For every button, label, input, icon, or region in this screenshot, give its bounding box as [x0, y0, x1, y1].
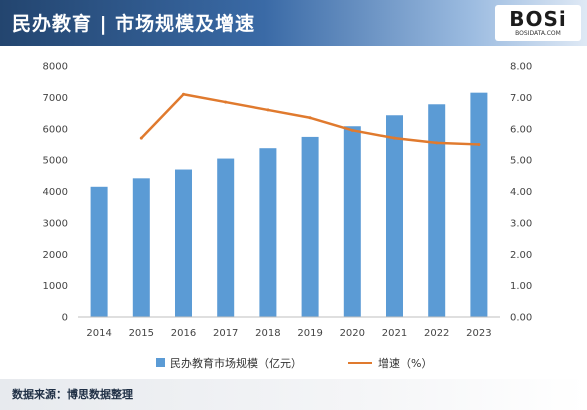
bar: [217, 158, 235, 317]
left-axis-tick-label: 5000: [43, 156, 68, 167]
x-axis-ticks: 2014 2015 2016 2017 2018 2019 2020 2021 2022 2023: [86, 328, 491, 339]
x-axis-tick-label: 2023: [466, 328, 491, 339]
bar: [386, 115, 403, 317]
left-axis-tick-label: 8000: [43, 62, 68, 73]
logo-subtext: BOSIDATA.COM: [515, 30, 561, 37]
growth-point: [182, 92, 185, 96]
left-axis-tick-label: 3000: [43, 218, 68, 229]
legend-label-growth: 增速（%）: [378, 357, 433, 370]
right-axis-tick-label: 6.00: [510, 124, 532, 135]
growth-point: [477, 142, 481, 146]
right-axis-tick-label: 8.00: [510, 62, 532, 73]
growth-line-series: [139, 92, 481, 146]
right-axis-tick-label: 0.00: [510, 313, 532, 324]
growth-point: [350, 128, 354, 132]
right-axis-ticks: 0.00 1.00 2.00 3.00 4.00 5.00 6.00 7.00 8.00: [510, 62, 532, 324]
growth-point: [224, 100, 228, 104]
bar: [470, 92, 488, 317]
x-axis-tick-label: 2022: [424, 328, 449, 339]
legend-label-market-size: 民办教育市场规模（亿元）: [170, 357, 302, 370]
right-axis-tick-label: 7.00: [510, 93, 532, 104]
legend-bar-swatch: [156, 358, 165, 367]
x-axis-tick-label: 2020: [340, 328, 365, 339]
right-axis-tick-label: 3.00: [510, 218, 532, 229]
right-axis-tick-label: 1.00: [510, 281, 532, 292]
left-axis-tick-label: 2000: [43, 250, 68, 261]
x-axis-tick-label: 2018: [255, 328, 280, 339]
x-axis-tick-label: 2019: [297, 328, 322, 339]
bar: [259, 148, 277, 317]
growth-point: [139, 136, 143, 140]
chart-title: 民办教育 | 市场规模及增速: [12, 13, 256, 35]
growth-point: [393, 136, 396, 140]
bar: [175, 169, 192, 317]
bar: [90, 186, 108, 317]
brand-logo: BOSi BOSIDATA.COM: [495, 5, 581, 41]
left-axis-tick-label: 4000: [43, 187, 68, 198]
bar: [132, 178, 150, 317]
logo-text: BOSi: [509, 7, 567, 31]
growth-point: [308, 116, 312, 120]
growth-point: [435, 141, 439, 145]
right-axis-tick-label: 5.00: [510, 156, 532, 167]
right-axis-tick-label: 2.00: [510, 250, 532, 261]
left-axis-tick-label: 6000: [43, 124, 68, 135]
bar: [428, 104, 446, 317]
left-axis-ticks: 0 1000 2000 3000 4000 5000 6000 7000 8000: [43, 62, 68, 324]
legend-line-swatch: [348, 362, 372, 364]
left-axis-tick-label: 7000: [43, 93, 68, 104]
chart-legend: 民办教育市场规模（亿元） 增速（%）: [0, 355, 587, 371]
footer-bar: 数据来源：博思数据整理: [0, 379, 587, 410]
growth-point: [266, 108, 270, 112]
x-axis-tick-label: 2015: [129, 328, 154, 339]
bar: [301, 136, 319, 317]
left-axis-tick-label: 0: [62, 313, 68, 324]
data-source-note: 数据来源：博思数据整理: [12, 388, 133, 401]
combo-chart: 0 1000 2000 3000 4000 5000 6000 7000 8000 0.00 1.…: [43, 62, 533, 340]
title-banner: 民办教育 | 市场规模及增速 BOSi BOSIDATA.COM: [0, 0, 587, 46]
x-axis-tick-label: 2016: [171, 328, 196, 339]
bar: [343, 126, 361, 318]
right-axis-tick-label: 4.00: [510, 187, 532, 198]
x-axis-tick-label: 2021: [382, 328, 407, 339]
x-axis-tick-label: 2017: [213, 328, 238, 339]
bar-series: [90, 92, 488, 318]
x-axis-tick-label: 2014: [86, 328, 111, 339]
left-axis-tick-label: 1000: [43, 281, 68, 292]
